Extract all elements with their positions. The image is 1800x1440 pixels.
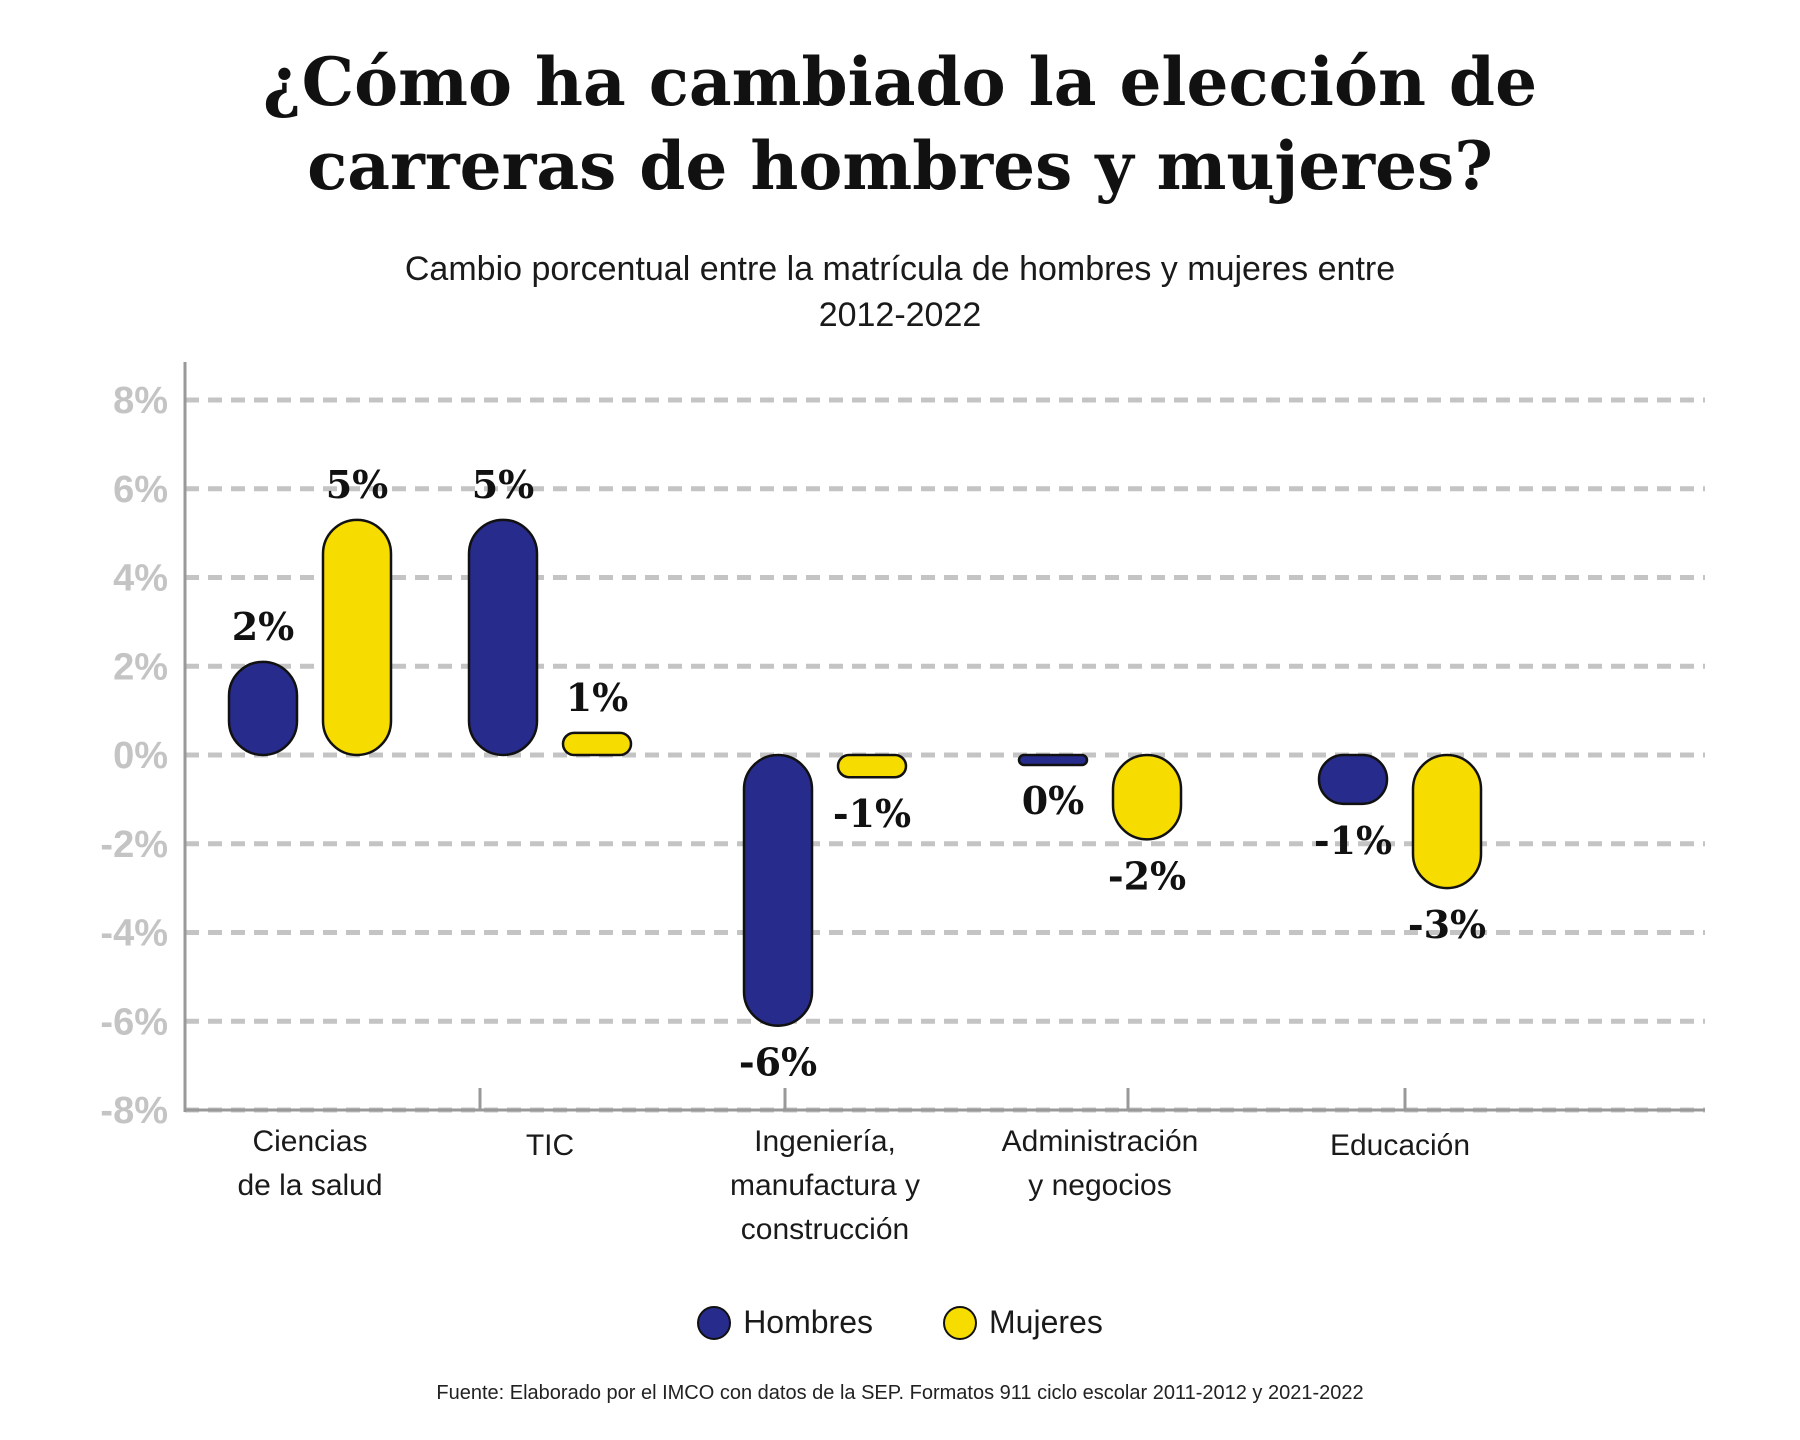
value-label-hombres: 5% [472, 462, 535, 507]
category-label-line: de la salud [237, 1169, 383, 1202]
bar-mujeres [1411, 753, 1483, 890]
source-note: Fuente: Elaborado por el IMCO con datos … [436, 1382, 1364, 1404]
x-category-label: Ingeniería, manufactura y construcción [685, 1120, 965, 1252]
legend-item-hombres: Hombres [697, 1304, 873, 1341]
bar-hombres [1317, 753, 1389, 806]
value-label-hombres: 0% [1022, 778, 1085, 823]
value-label-mujeres: -1% [833, 791, 911, 836]
value-label-hombres: 2% [232, 604, 295, 649]
y-tick-label: 0% [113, 735, 168, 777]
value-label-hombres: -6% [739, 1040, 817, 1085]
category-label-line: Administración [1001, 1125, 1199, 1158]
value-label-mujeres: -2% [1108, 853, 1186, 898]
legend-swatch-hombres [697, 1305, 732, 1340]
y-tick-label: -4% [100, 913, 168, 955]
bar-hombres [467, 518, 539, 757]
value-label-hombres: -1% [1314, 818, 1392, 863]
x-category-label: Ciencias de la salud [170, 1120, 450, 1208]
y-tick-label: 4% [113, 558, 168, 600]
x-category-label: Administración y negocios [960, 1120, 1240, 1208]
category-label-line: y negocios [1028, 1169, 1172, 1202]
bar-hombres [227, 660, 299, 757]
subtitle-line-2: 2012-2022 [818, 296, 982, 334]
subtitle-line-1: Cambio porcentual entre la matrícula de … [404, 250, 1396, 288]
category-label-line: TIC [525, 1129, 575, 1162]
y-tick-label: -2% [100, 824, 168, 866]
bar-mujeres [321, 518, 393, 757]
x-category-label: Educación [1260, 1124, 1540, 1168]
value-label-mujeres: 5% [326, 462, 389, 507]
title-line-2: carreras de hombres y mujeres? [307, 127, 1493, 205]
legend: Hombres Mujeres [0, 1304, 1800, 1341]
y-tick-label: -8% [100, 1090, 168, 1132]
bar-mujeres [836, 753, 908, 779]
x-category-label: TIC [410, 1124, 690, 1168]
legend-item-mujeres: Mujeres [943, 1304, 1103, 1341]
y-tick-label: 2% [113, 646, 168, 688]
legend-label-hombres: Hombres [743, 1304, 873, 1340]
y-tick-label: -6% [100, 1001, 168, 1043]
bar-hombres [742, 753, 814, 1027]
legend-swatch-mujeres [943, 1305, 977, 1340]
value-label-mujeres: -3% [1408, 902, 1486, 947]
category-label-line: manufactura y [729, 1169, 921, 1202]
title-line-1: ¿Cómo ha cambiado la elección de [262, 43, 1538, 121]
bar-mujeres [561, 731, 633, 757]
chart-subtitle: Cambio porcentual entre la matrícula de … [250, 246, 1550, 338]
bar-mujeres [1111, 753, 1183, 841]
bar-hombres [1017, 753, 1089, 767]
category-label-line: Educación [1329, 1129, 1471, 1162]
value-label-mujeres: 1% [566, 675, 629, 720]
category-label-line: construcción [740, 1213, 910, 1246]
legend-label-mujeres: Mujeres [989, 1304, 1103, 1340]
chart-title: ¿Cómo ha cambiado la elección de carrera… [0, 40, 1800, 208]
category-label-line: Ciencias [252, 1125, 368, 1158]
y-tick-label: 6% [113, 469, 168, 511]
y-tick-label: 8% [113, 380, 168, 422]
category-label-line: Ingeniería, [754, 1125, 896, 1158]
